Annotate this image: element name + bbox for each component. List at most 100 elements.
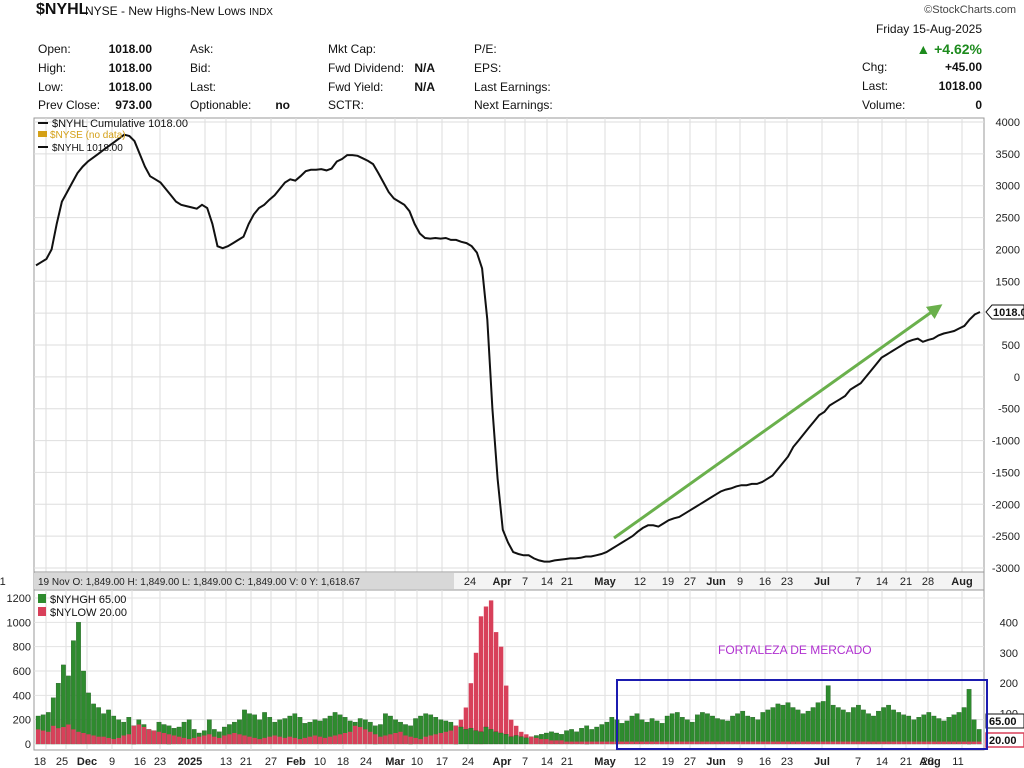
- quote-label: Mkt Cap:: [328, 42, 377, 56]
- high-bar: [564, 730, 569, 745]
- low-bar: [111, 739, 116, 744]
- high-bar: [881, 707, 886, 745]
- low-bar: [554, 740, 559, 744]
- high-bar: [634, 713, 640, 745]
- low-bar: [609, 741, 614, 744]
- high-bar: [684, 719, 690, 745]
- high-bar: [654, 720, 660, 745]
- high-bar: [830, 704, 836, 745]
- quote-row: Last: 1018.00: [802, 79, 982, 98]
- main-panel-grid: [33, 117, 985, 573]
- x-tick-label: 18: [337, 756, 349, 768]
- x-tick-label: Mar: [385, 756, 405, 768]
- high-bar: [544, 732, 549, 745]
- high-bar: [45, 712, 51, 745]
- x-tick-label: 16: [134, 756, 146, 768]
- x-tick-label: 14: [541, 756, 553, 768]
- main-panel-frame: [33, 117, 985, 573]
- high-bar: [710, 715, 715, 745]
- high-bar: [976, 729, 982, 745]
- low-bar: [368, 731, 373, 744]
- high-bar: [508, 736, 514, 745]
- low-bar: [121, 735, 126, 744]
- cumulative-line-layer: [35, 133, 981, 563]
- quote-label: Low:: [38, 80, 64, 94]
- y-tick-label-left: 200: [13, 715, 31, 727]
- volume-panel-frame: [33, 589, 985, 751]
- low-bar: [131, 725, 136, 745]
- high-bar: [695, 714, 700, 745]
- high-bar: [871, 715, 876, 745]
- y-tick-label: -1000: [992, 436, 1020, 448]
- high-bar: [257, 719, 262, 745]
- x-tick-label: 27: [684, 756, 696, 768]
- high-bar: [40, 714, 46, 745]
- low-bar: [297, 739, 303, 744]
- x-tick-label: 10: [411, 756, 423, 768]
- high-bar: [141, 724, 147, 745]
- low-bar: [433, 734, 438, 744]
- low-bar: [574, 741, 579, 744]
- low-bar: [262, 737, 267, 744]
- high-bar: [730, 715, 735, 745]
- x-tick-label: 11: [952, 756, 963, 768]
- low-bar: [800, 741, 806, 744]
- y-tick-label-right: 200: [1000, 678, 1018, 690]
- high-bar: [574, 731, 579, 745]
- high-bar: [876, 710, 881, 745]
- quote-label: Next Earnings:: [474, 98, 553, 112]
- low-bar: [966, 741, 972, 744]
- high-bar: [50, 697, 56, 745]
- low-bar: [388, 734, 393, 744]
- high-bar: [131, 725, 137, 745]
- low-bar: [795, 741, 801, 744]
- low-bar: [81, 733, 86, 744]
- x-tick-label: 7: [522, 756, 528, 768]
- legend-swatch: [38, 131, 47, 137]
- low-bar: [443, 731, 448, 744]
- low-bar: [740, 741, 745, 744]
- high-bar: [448, 721, 454, 745]
- low-bar: [725, 741, 730, 744]
- ticker-symbol: $NYHL: [36, 1, 89, 18]
- low-bar: [685, 741, 690, 744]
- low-bar: [312, 735, 318, 744]
- quote-value: 1018.00: [108, 42, 152, 56]
- low-bar: [267, 736, 272, 744]
- high-bar: [559, 734, 564, 745]
- high-bar: [916, 717, 922, 745]
- high-bar: [805, 710, 811, 745]
- high-bar: [579, 728, 584, 745]
- quote-value: 973.00: [115, 98, 152, 112]
- high-bar: [116, 719, 122, 745]
- last-high-tag: [985, 713, 1024, 729]
- quote-label: High:: [38, 61, 67, 75]
- low-bar: [700, 741, 705, 744]
- high-bar: [307, 721, 313, 745]
- high-bar: [287, 715, 293, 745]
- low-bar: [463, 707, 469, 744]
- low-bar: [584, 741, 589, 744]
- high-bar: [428, 714, 434, 745]
- high-bar: [191, 729, 197, 745]
- low-bar: [504, 685, 509, 744]
- low-bar: [217, 737, 222, 744]
- high-bar: [206, 719, 212, 745]
- quote-value: N/A: [414, 61, 435, 75]
- high-bar: [629, 715, 635, 745]
- low-bar: [891, 741, 896, 744]
- low-bar: [61, 727, 66, 744]
- last-high-label: 65.00: [989, 716, 1017, 728]
- high-bar: [322, 718, 328, 745]
- low-bar: [770, 741, 776, 744]
- low-bar: [393, 733, 398, 744]
- annotation-text: FORTALEZA DE MERCADO: [718, 643, 872, 657]
- quote-value: 1018.00: [938, 79, 982, 93]
- y-tick-label: -1500: [992, 467, 1020, 479]
- quote-label: Bid:: [190, 61, 211, 75]
- high-bar: [594, 726, 600, 745]
- high-bar: [473, 730, 479, 745]
- high-bar: [745, 715, 751, 745]
- y-tick-label: 2500: [996, 213, 1020, 225]
- high-bar: [468, 728, 474, 745]
